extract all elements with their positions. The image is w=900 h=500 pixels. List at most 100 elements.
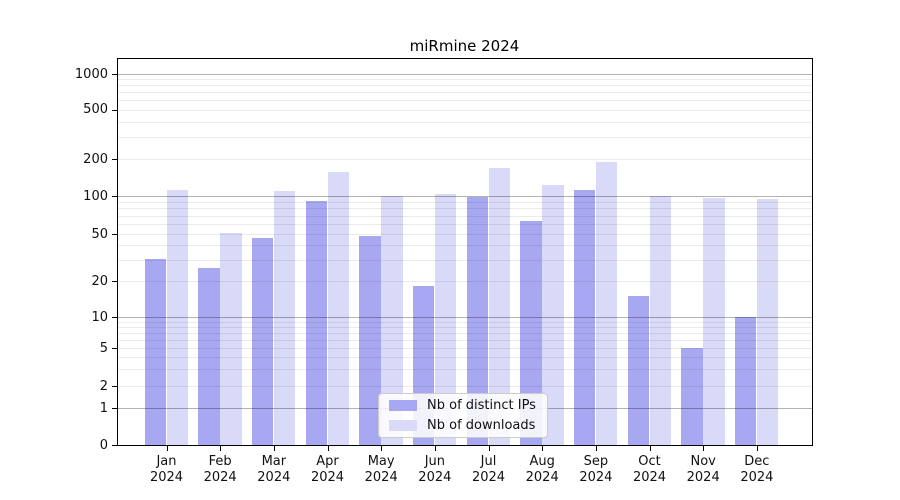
minor-gridline-40 [117, 245, 812, 247]
minor-gridline-2 [117, 386, 812, 387]
y-tick-label-200: 200 [83, 151, 108, 167]
y-tick-mark-1000 [112, 74, 117, 76]
spine-top [117, 58, 813, 60]
y-tick-label-0: 0 [99, 437, 108, 453]
major-gridline-100 [117, 196, 812, 198]
x-tick-label-feb-2024: Feb 2024 [203, 454, 237, 485]
legend-label-downloads: Nb of downloads [427, 418, 536, 433]
bar-nb-of-distinct-ips-jul-2024 [466, 197, 489, 445]
x-tick-mark-apr-2024 [327, 446, 329, 451]
legend-swatch-distinct-ips [389, 400, 417, 411]
x-tick-mark-jan-2024 [166, 446, 168, 451]
y-tick-label-20: 20 [91, 273, 108, 289]
bar-nb-of-distinct-ips-apr-2024 [305, 201, 327, 445]
minor-gridline-5 [117, 348, 812, 349]
legend: Nb of distinct IPs Nb of downloads [378, 393, 548, 438]
x-tick-label-mar-2024: Mar 2024 [257, 454, 291, 485]
x-tick-mark-feb-2024 [220, 446, 222, 451]
minor-gridline-80 [117, 208, 812, 210]
bar-nb-of-distinct-ips-nov-2024 [681, 348, 703, 445]
minor-gridline-60 [117, 224, 812, 226]
minor-gridline-70 [117, 215, 812, 217]
bar-nb-of-downloads-dec-2024 [756, 198, 779, 445]
y-tick-mark-10 [112, 317, 117, 319]
x-tick-label-oct-2024: Oct 2024 [632, 454, 667, 485]
major-gridline-1000 [117, 74, 812, 75]
bar-nb-of-downloads-sep-2024 [595, 161, 618, 445]
bar-nb-of-downloads-jul-2024 [488, 168, 511, 445]
minor-gridline-900 [117, 79, 812, 81]
bar-nb-of-downloads-aug-2024 [542, 185, 564, 445]
bar-nb-of-downloads-jan-2024 [166, 190, 188, 445]
legend-label-distinct-ips: Nb of distinct IPs [427, 398, 536, 413]
bar-nb-of-downloads-jun-2024 [434, 193, 457, 445]
bar-nb-of-distinct-ips-feb-2024 [198, 267, 220, 445]
bar-nb-of-downloads-apr-2024 [327, 171, 349, 445]
bar-nb-of-distinct-ips-mar-2024 [251, 238, 274, 445]
minor-gridline-50 [117, 234, 812, 235]
bar-nb-of-downloads-feb-2024 [220, 232, 242, 445]
x-tick-mark-jun-2024 [434, 446, 437, 451]
minor-gridline-90 [117, 202, 812, 204]
bar-nb-of-distinct-ips-jan-2024 [144, 258, 166, 445]
y-tick-mark-20 [112, 281, 117, 283]
bar-nb-of-downloads-may-2024 [381, 195, 403, 445]
x-tick-mark-mar-2024 [273, 446, 276, 451]
bar-nb-of-distinct-ips-may-2024 [359, 236, 381, 445]
x-tick-label-jan-2024: Jan 2024 [149, 454, 184, 485]
bar-nb-of-distinct-ips-oct-2024 [627, 295, 650, 445]
legend-swatch-downloads [389, 420, 417, 431]
bar-nb-of-downloads-nov-2024 [703, 197, 725, 445]
y-tick-mark-500 [112, 109, 117, 111]
y-tick-mark-2 [112, 386, 117, 388]
spine-bottom [117, 445, 813, 447]
minor-gridline-500 [117, 109, 812, 111]
minor-gridline-20 [117, 281, 812, 282]
minor-gridline-300 [117, 137, 812, 139]
y-tick-label-5: 5 [99, 340, 108, 356]
major-gridline-10 [117, 317, 812, 318]
y-tick-mark-200 [112, 159, 117, 161]
legend-item-distinct-ips: Nb of distinct IPs [389, 398, 537, 413]
x-tick-label-jul-2024: Jul 2024 [471, 454, 506, 485]
spine-left [117, 58, 119, 445]
minor-gridline-4 [117, 357, 812, 359]
minor-gridline-9 [117, 321, 812, 323]
y-tick-mark-100 [112, 196, 117, 198]
y-tick-label-500: 500 [83, 102, 108, 117]
x-tick-mark-nov-2024 [703, 446, 705, 451]
x-tick-mark-jul-2024 [488, 446, 490, 451]
x-tick-label-sep-2024: Sep 2024 [579, 454, 613, 485]
minor-gridline-400 [117, 121, 812, 123]
y-tick-label-10: 10 [91, 309, 108, 325]
x-tick-mark-oct-2024 [649, 446, 651, 451]
minor-gridline-700 [117, 92, 812, 94]
x-tick-mark-sep-2024 [595, 446, 598, 451]
minor-gridline-6 [117, 339, 812, 341]
bar-nb-of-downloads-oct-2024 [649, 196, 672, 445]
bar-nb-of-distinct-ips-dec-2024 [734, 317, 757, 445]
bar-nb-of-distinct-ips-sep-2024 [573, 190, 596, 445]
minor-gridline-8 [117, 326, 812, 328]
minor-gridline-600 [117, 100, 812, 102]
y-tick-label-1000: 1000 [74, 66, 108, 82]
spine-right [812, 58, 814, 445]
bar-nb-of-distinct-ips-aug-2024 [520, 220, 542, 445]
grid-layer [117, 58, 812, 445]
minor-gridline-7 [117, 332, 812, 334]
legend-item-downloads: Nb of downloads [389, 418, 537, 433]
x-tick-label-may-2024: May 2024 [364, 454, 398, 485]
y-tick-mark-1 [112, 408, 117, 410]
x-tick-label-jun-2024: Jun 2024 [418, 454, 452, 485]
bars-layer [117, 58, 812, 445]
y-tick-label-50: 50 [91, 226, 108, 242]
x-tick-label-dec-2024: Dec 2024 [740, 454, 774, 485]
y-tick-label-1: 1 [99, 400, 108, 416]
y-tick-mark-0 [112, 445, 117, 447]
x-tick-label-nov-2024: Nov 2024 [686, 454, 720, 485]
minor-gridline-200 [117, 159, 812, 160]
y-tick-mark-5 [112, 348, 117, 350]
x-tick-mark-dec-2024 [756, 446, 759, 451]
x-tick-label-aug-2024: Aug 2024 [525, 454, 559, 485]
